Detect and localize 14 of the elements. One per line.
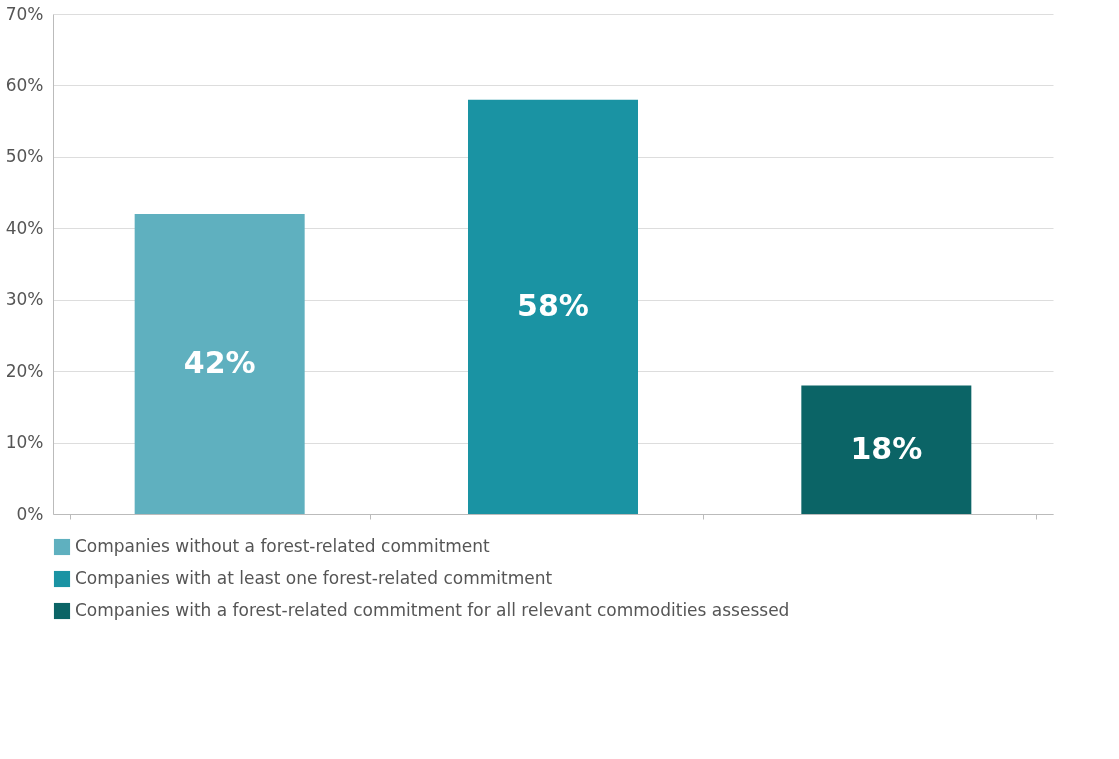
y-tick-label: 40% (5, 217, 44, 238)
y-tick-label: 50% (5, 146, 44, 167)
legend-label: Companies with a forest-related commitment for all relevant commodities assessed (75, 600, 790, 620)
legend-label: Companies with at least one forest-related commitment (75, 568, 553, 588)
y-tick-label: 10% (5, 432, 44, 453)
data-label: 42% (183, 345, 256, 380)
legend-label: Companies without a forest-related commitment (75, 536, 491, 556)
data-label: 18% (850, 430, 923, 466)
y-tick-label: 20% (5, 360, 44, 381)
y-tick-label: 30% (5, 289, 44, 310)
data-label: 58% (517, 287, 589, 323)
y-tick-label: 70% (5, 3, 44, 24)
y-tick-label: 0% (16, 503, 44, 524)
y-tick-label: 60% (5, 74, 44, 95)
